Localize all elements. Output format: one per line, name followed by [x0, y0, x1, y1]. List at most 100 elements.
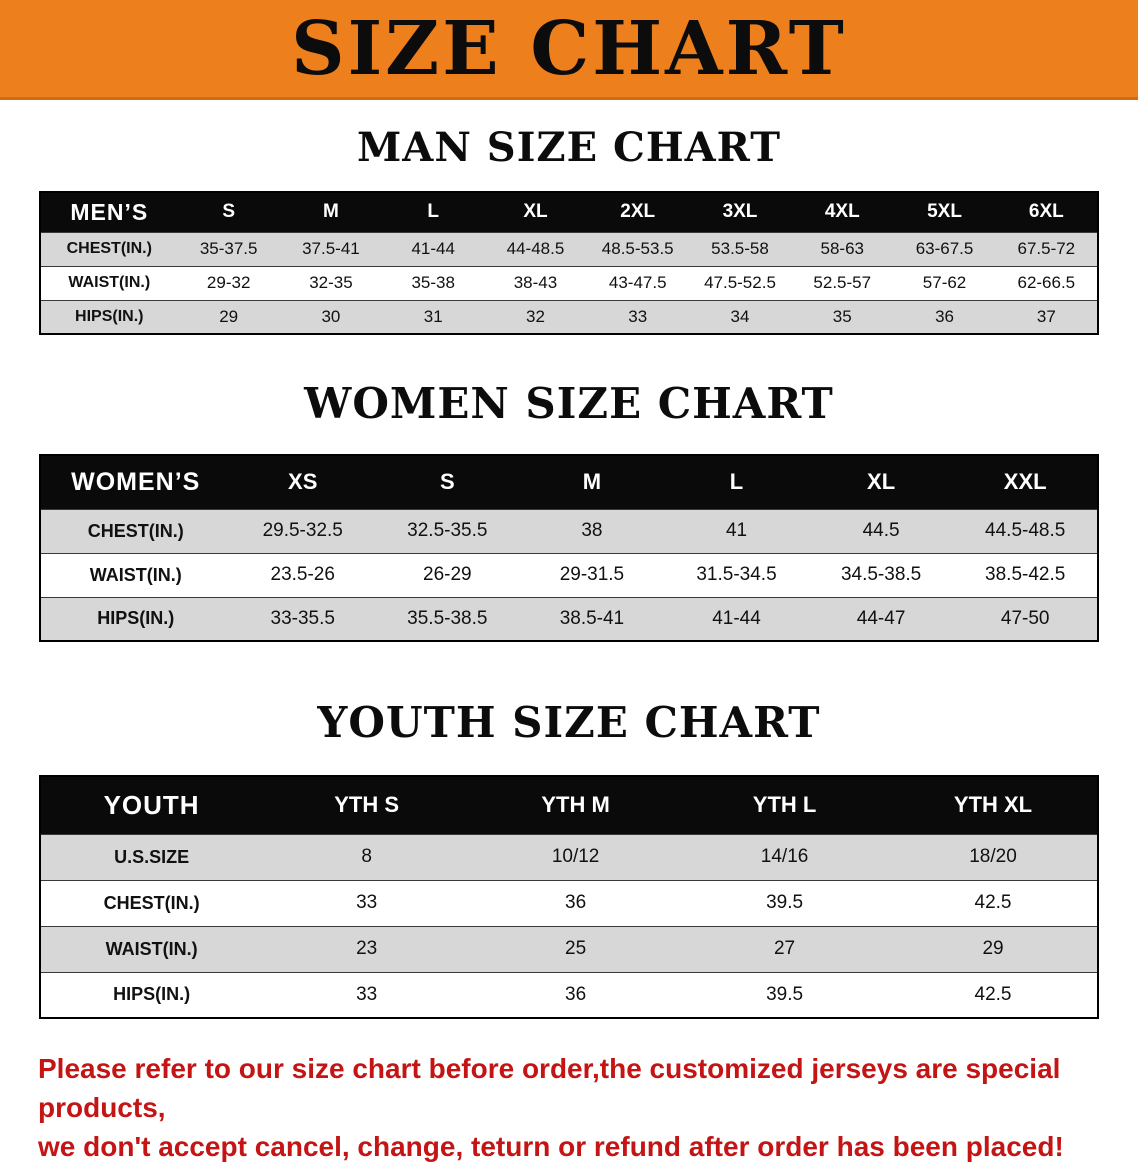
measurement-value: 25	[471, 926, 681, 972]
size-column-header: 3XL	[688, 192, 792, 232]
size-column-header: XS	[230, 455, 376, 509]
measurement-value: 34	[688, 300, 792, 334]
measurement-value: 44.5-48.5	[953, 509, 1098, 553]
measurement-value: 36	[893, 300, 996, 334]
measurement-value: 44-47	[808, 597, 954, 641]
banner-title: SIZE CHART	[291, 5, 847, 92]
table-row: CHEST(IN.) 35-37.5 37.5-41 41-44 44-48.5 48.5…	[40, 232, 1098, 266]
measurement-label: WAIST(IN.)	[40, 553, 231, 597]
size-column-header: S	[177, 192, 280, 232]
measurement-value: 38-43	[484, 266, 587, 300]
measurement-value: 38.5-42.5	[953, 553, 1098, 597]
measurement-value: 36	[471, 880, 681, 926]
measurement-value: 33	[586, 300, 689, 334]
table-group-label: YOUTH	[40, 776, 263, 834]
measurement-value: 47.5-52.5	[688, 266, 792, 300]
size-column-header: L	[664, 455, 809, 509]
size-column-header: XL	[484, 192, 587, 232]
measurement-value: 42.5	[889, 880, 1098, 926]
measurement-value: 44.5	[808, 509, 954, 553]
measurement-value: 57-62	[893, 266, 996, 300]
measurement-value: 35	[791, 300, 894, 334]
table-row: WAIST(IN.) 23 25 27 29	[40, 926, 1098, 972]
measurement-value: 18/20	[889, 834, 1098, 880]
table-row: U.S.SIZE 8 10/12 14/16 18/20	[40, 834, 1098, 880]
measurement-value: 41-44	[664, 597, 809, 641]
measurement-value: 38.5-41	[519, 597, 665, 641]
measurement-value: 43-47.5	[586, 266, 689, 300]
measurement-value: 23	[262, 926, 472, 972]
measurement-label: HIPS(IN.)	[40, 972, 263, 1018]
disclaimer-line-1: Please refer to our size chart before or…	[38, 1053, 1061, 1124]
measurement-value: 23.5-26	[230, 553, 376, 597]
measurement-value: 31	[382, 300, 485, 334]
measurement-value: 58-63	[791, 232, 894, 266]
women-size-chart-section: WOMEN SIZE CHART WOMEN’S XS S M L XL XXL CHEST(…	[0, 379, 1138, 642]
measurement-value: 14/16	[680, 834, 890, 880]
measurement-value: 29	[889, 926, 1098, 972]
measurement-value: 53.5-58	[688, 232, 792, 266]
size-column-header: XL	[808, 455, 954, 509]
measurement-value: 38	[519, 509, 665, 553]
measurement-label: WAIST(IN.)	[40, 926, 263, 972]
measurement-label: CHEST(IN.)	[40, 232, 178, 266]
measurement-value: 44-48.5	[484, 232, 587, 266]
disclaimer: Please refer to our size chart before or…	[38, 1049, 1100, 1167]
table-row: HIPS(IN.) 33 36 39.5 42.5	[40, 972, 1098, 1018]
measurement-value: 29-32	[177, 266, 280, 300]
size-column-header: YTH M	[471, 776, 681, 834]
table-group-label: MEN’S	[40, 192, 178, 232]
table-row: HIPS(IN.) 29 30 31 32 33 34 35 36 37	[40, 300, 1098, 334]
measurement-value: 39.5	[680, 972, 890, 1018]
table-row: HIPS(IN.) 33-35.5 35.5-38.5 38.5-41 41-44 44-…	[40, 597, 1098, 641]
table-header-row: MEN’S S M L XL 2XL 3XL 4XL 5XL 6XL	[40, 192, 1098, 232]
measurement-value: 41	[664, 509, 809, 553]
measurement-value: 41-44	[382, 232, 485, 266]
size-column-header: YTH XL	[889, 776, 1098, 834]
measurement-label: HIPS(IN.)	[40, 597, 231, 641]
size-column-header: YTH S	[262, 776, 472, 834]
measurement-value: 39.5	[680, 880, 890, 926]
measurement-value: 8	[262, 834, 472, 880]
measurement-value: 42.5	[889, 972, 1098, 1018]
measurement-value: 26-29	[375, 553, 520, 597]
measurement-value: 48.5-53.5	[586, 232, 689, 266]
measurement-value: 35.5-38.5	[375, 597, 520, 641]
size-column-header: YTH L	[680, 776, 890, 834]
measurement-value: 32-35	[279, 266, 383, 300]
size-column-header: L	[382, 192, 485, 232]
table-row: WAIST(IN.) 23.5-26 26-29 29-31.5 31.5-34.5 34…	[40, 553, 1098, 597]
women-section-heading: WOMEN SIZE CHART	[304, 379, 834, 428]
measurement-value: 52.5-57	[791, 266, 894, 300]
measurement-value: 29-31.5	[519, 553, 665, 597]
measurement-value: 34.5-38.5	[808, 553, 954, 597]
measurement-value: 35-37.5	[177, 232, 280, 266]
table-row: CHEST(IN.) 29.5-32.5 32.5-35.5 38 41 44.5 44.5…	[40, 509, 1098, 553]
measurement-value: 37.5-41	[279, 232, 383, 266]
man-section-heading: MAN SIZE CHART	[357, 124, 781, 171]
measurement-value: 29.5-32.5	[230, 509, 376, 553]
size-column-header: 6XL	[995, 192, 1098, 232]
size-column-header: M	[519, 455, 665, 509]
measurement-label: CHEST(IN.)	[40, 880, 263, 926]
size-column-header: S	[375, 455, 520, 509]
measurement-value: 33	[262, 880, 472, 926]
measurement-value: 36	[471, 972, 681, 1018]
size-column-header: 2XL	[586, 192, 689, 232]
size-column-header: M	[279, 192, 383, 232]
man-size-chart-section: MAN SIZE CHART MEN’S S M L XL 2XL 3XL 4XL 5XL 6XL…	[0, 124, 1138, 335]
women-size-table: WOMEN’S XS S M L XL XXL CHEST(IN.) 29.5-32.5 32.5…	[39, 454, 1099, 642]
measurement-value: 62-66.5	[995, 266, 1098, 300]
measurement-value: 30	[279, 300, 383, 334]
measurement-value: 47-50	[953, 597, 1098, 641]
table-header-row: YOUTH YTH S YTH M YTH L YTH XL	[40, 776, 1098, 834]
men-size-table: MEN’S S M L XL 2XL 3XL 4XL 5XL 6XL CHEST(IN.) 35-37…	[39, 191, 1099, 335]
disclaimer-line-2: we don't accept cancel, change, teturn o…	[38, 1131, 1064, 1163]
measurement-value: 10/12	[471, 834, 681, 880]
measurement-value: 29	[177, 300, 280, 334]
size-column-header: 4XL	[791, 192, 894, 232]
measurement-label: CHEST(IN.)	[40, 509, 231, 553]
banner: SIZE CHART	[0, 0, 1138, 100]
youth-size-chart-section: YOUTH SIZE CHART YOUTH YTH S YTH M YTH L YTH…	[0, 698, 1138, 1019]
